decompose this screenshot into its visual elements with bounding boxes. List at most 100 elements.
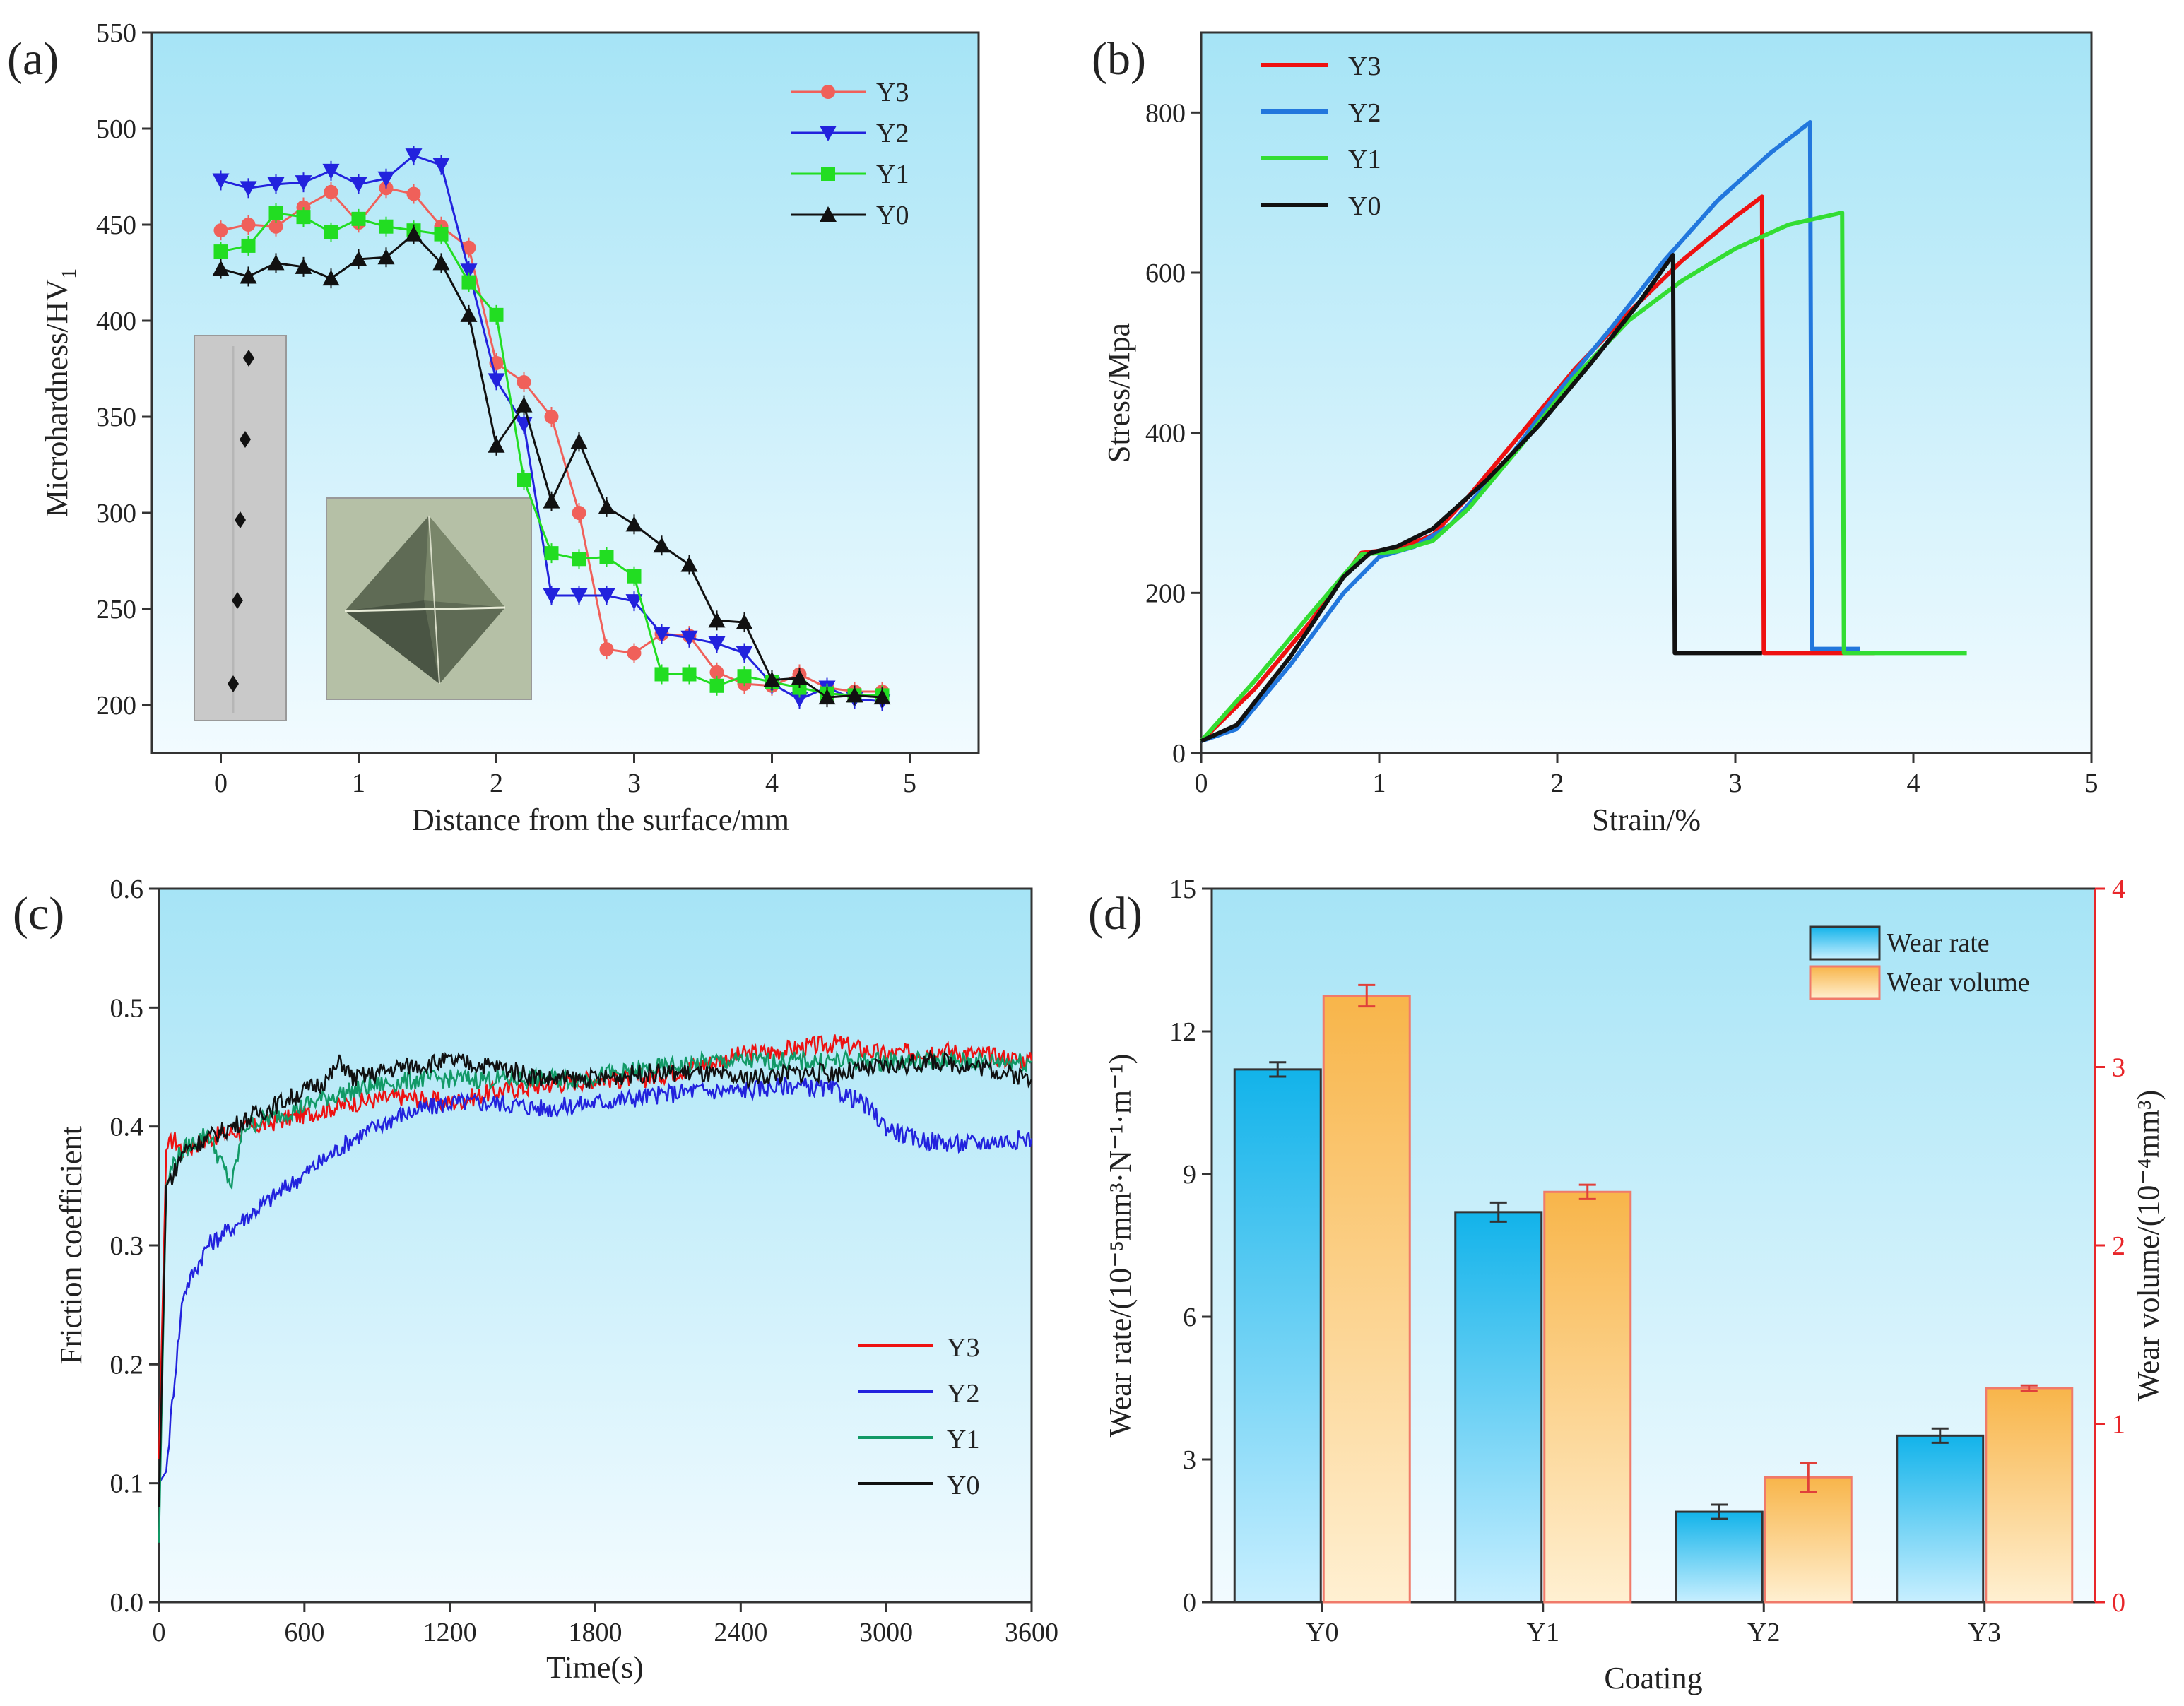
data-point-y2: [625, 594, 643, 610]
data-point-y0: [405, 225, 423, 242]
legend-swatch-wear-rate: [1809, 925, 1881, 961]
legend-label-y3: Y3: [876, 78, 909, 107]
legend-marker-y1: [821, 167, 835, 181]
legend-marker-y3: [821, 85, 835, 99]
y-tick-label: 250: [96, 595, 136, 624]
series-line-y2: [158, 1077, 1033, 1484]
y-tick-label: 0.2: [110, 1350, 144, 1380]
bar-wear-volume-y2: [1764, 1476, 1853, 1604]
panel-d-left-y-axis-title: Wear rate/(10⁻⁵mm³·N⁻¹·m⁻¹): [1103, 1054, 1138, 1438]
panel-c-plot-area: [158, 887, 1033, 1604]
bar-wear-rate-y1: [1454, 1211, 1543, 1604]
y-tick-label: 350: [96, 403, 136, 432]
data-point-y0: [322, 270, 340, 286]
y-tick-label: 200: [1145, 579, 1186, 608]
data-point-y2: [432, 158, 450, 174]
data-point-y0: [350, 250, 367, 266]
y-tick-label: 300: [96, 499, 136, 528]
y-tick-label: 800: [1145, 98, 1186, 128]
panel-b-legend: Y3 Y2 Y1 Y0: [1261, 52, 1381, 221]
x-tick-label: 4: [765, 769, 779, 798]
data-point-y2: [736, 646, 753, 662]
panel-a-label: (a): [7, 33, 59, 85]
data-point-y1: [682, 667, 697, 682]
data-point-y1: [268, 206, 283, 220]
panel-a-ylabel-sub: 1: [57, 268, 81, 279]
data-point-y1: [241, 238, 256, 253]
data-point-y2: [377, 171, 395, 187]
panel-b-x-axis-title: Strain/%: [1592, 802, 1701, 837]
panel-c-series: [158, 1034, 1033, 1543]
data-point-y1: [654, 667, 669, 682]
x-tick-label: 5: [2085, 769, 2099, 798]
data-point-y2: [708, 636, 726, 652]
panel-a-series: [212, 146, 891, 711]
panel-a-y-axis-title: Microhardness/HV1: [40, 268, 81, 517]
y-left-tick-label: 9: [1183, 1160, 1196, 1190]
series-line-y0: [1200, 253, 1762, 743]
data-point-y1: [599, 550, 614, 564]
data-point-y3: [709, 665, 724, 680]
data-point-y2: [570, 588, 588, 604]
data-point-y2: [488, 373, 505, 389]
data-point-y0: [653, 537, 671, 553]
indentation-strip-inset: [194, 335, 287, 721]
data-point-y1: [544, 546, 559, 561]
x-tick-label-y3: Y3: [1968, 1618, 2001, 1647]
x-tick-label: 3: [627, 769, 641, 798]
x-tick-label: 0: [214, 769, 228, 798]
data-point-y2: [791, 692, 808, 708]
svg-text:Microhardness/HV1: Microhardness/HV1: [40, 268, 81, 517]
panel-c-label: (c): [13, 888, 64, 940]
legend-marker-y0: [820, 206, 837, 222]
panel-b-stress-strain: (b) 0 1 2 3 4 5 0 200 400 600 800 Y3 Y2 Y1 Y0 Strain/…: [1092, 31, 2099, 837]
y-tick-label: 0.5: [110, 993, 144, 1023]
legend-label-y3: Y3: [1348, 52, 1381, 81]
bar-wear-volume-y0: [1322, 995, 1411, 1604]
data-point-y0: [377, 249, 395, 265]
panel-b-label: (b): [1092, 33, 1146, 85]
data-point-y3: [213, 223, 228, 238]
data-point-y2: [295, 175, 312, 191]
panel-b-axes: 0 1 2 3 4 5 0 200 400 600 800: [1145, 98, 2099, 798]
y-left-tick-label: 3: [1183, 1445, 1196, 1475]
panel-b-y-axis-title: Stress/Mpa: [1102, 323, 1136, 463]
data-point-y3: [324, 184, 338, 199]
legend-label-y2: Y2: [1348, 98, 1381, 128]
data-point-y2: [322, 163, 340, 179]
x-tick-label: 3: [1729, 769, 1742, 798]
data-point-y0: [598, 498, 615, 514]
data-point-y1: [737, 669, 752, 684]
series-line-y0: [158, 1049, 1033, 1507]
legend-label-wear-rate: Wear rate: [1887, 928, 1990, 958]
legend-swatch-wear-volume: [1809, 965, 1881, 1000]
panel-c-legend: Y3 Y2 Y1 Y0: [858, 1333, 979, 1500]
data-point-y3: [572, 506, 586, 520]
data-point-y0: [846, 687, 863, 703]
y-tick-label: 0: [1172, 739, 1186, 769]
data-point-y3: [241, 218, 256, 232]
data-point-y3: [544, 410, 559, 424]
panel-a-plot-area: [150, 31, 980, 754]
y-left-tick-label: 12: [1169, 1017, 1196, 1047]
legend-label-y0: Y0: [947, 1471, 979, 1500]
data-point-y1: [434, 227, 449, 242]
data-point-y1: [324, 225, 338, 239]
series-line-y2: [1200, 119, 1860, 743]
y-left-tick-label: 0: [1183, 1588, 1196, 1618]
x-tick-label-y1: Y1: [1527, 1618, 1559, 1647]
panel-a-axes: 0 1 2 3 4 5 200 250 300 350 400 450 500 550: [96, 18, 916, 798]
series-line-y1: [158, 1049, 1032, 1543]
data-point-y2: [680, 630, 698, 646]
legend-label-y0: Y0: [1348, 191, 1381, 221]
data-point-y1: [709, 678, 724, 693]
y-tick-label: 450: [96, 211, 136, 240]
y-tick-label: 0.1: [110, 1469, 144, 1499]
x-tick-label: 3000: [859, 1618, 913, 1647]
legend-label-y2: Y2: [876, 119, 909, 148]
panel-a-legend: Y3 Y2 Y1 Y0: [791, 78, 909, 230]
data-point-y1: [461, 275, 476, 290]
data-point-y3: [461, 240, 476, 255]
